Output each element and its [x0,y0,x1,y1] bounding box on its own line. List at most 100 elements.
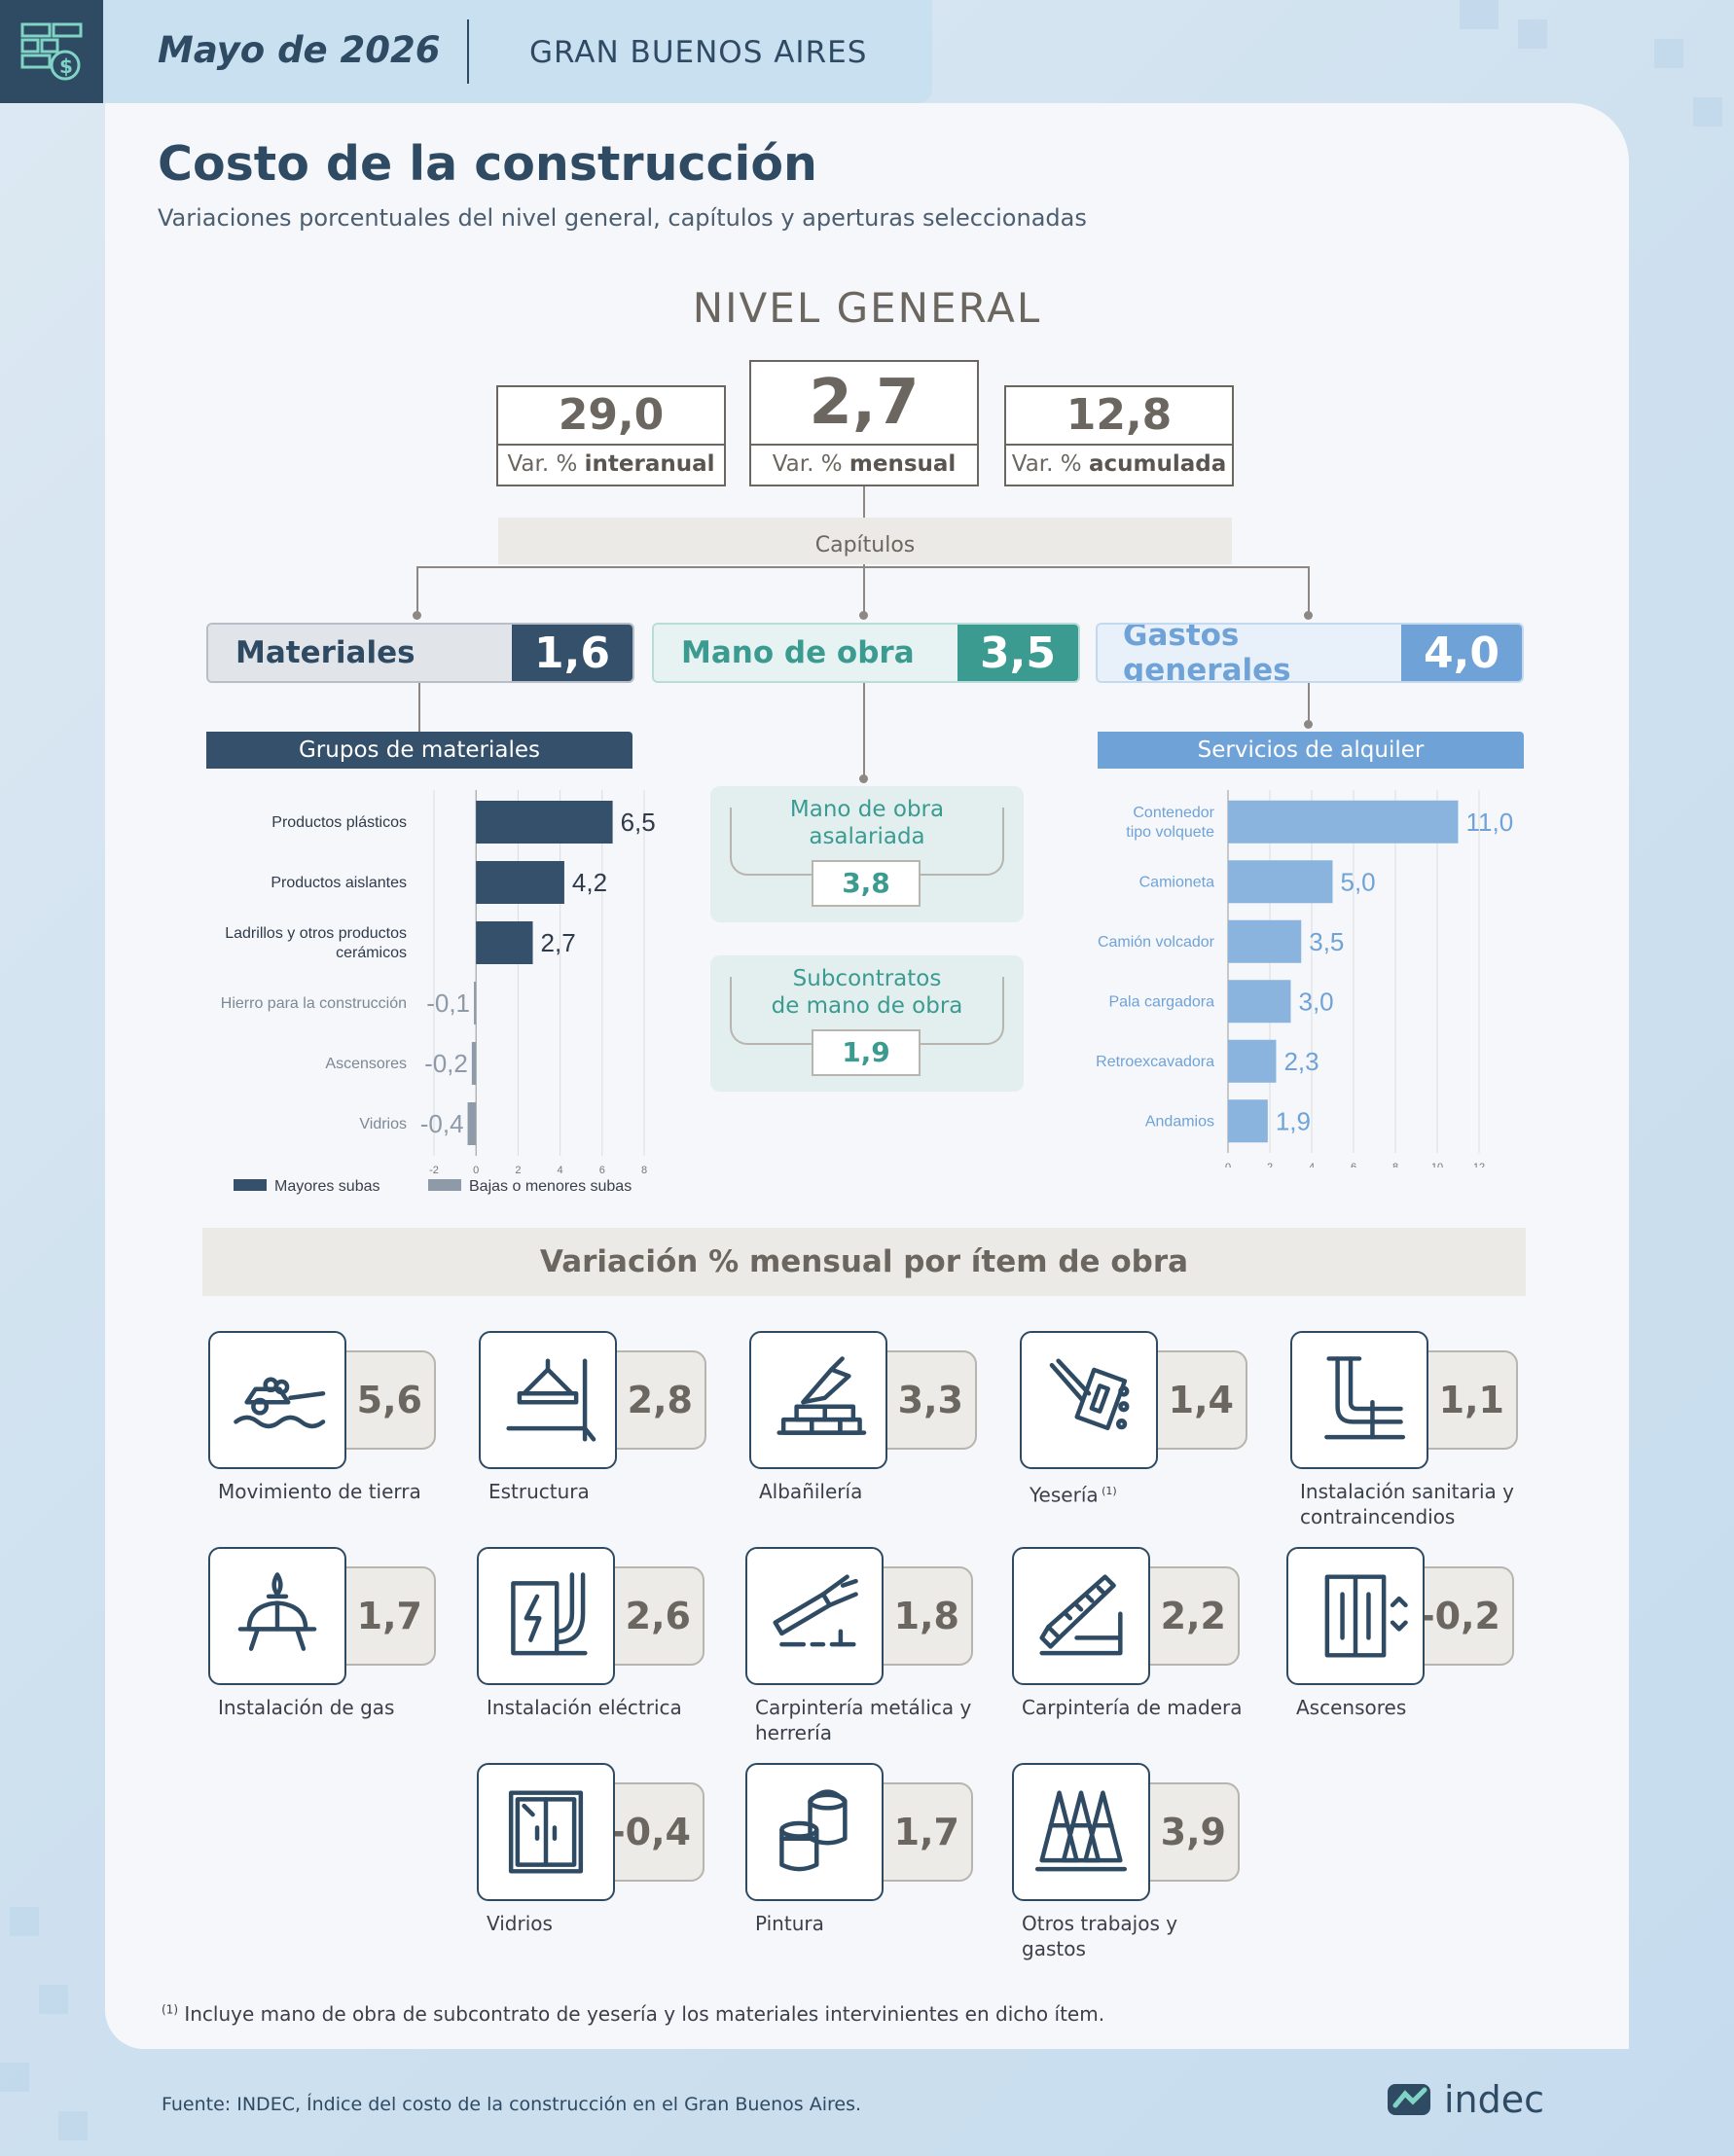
category-label: Ascensores [325,1056,407,1072]
svg-text:$: $ [59,54,73,78]
kpi-label-bold: interanual [584,451,715,477]
item-value: -0,4 [610,1782,704,1882]
earthwork-icon [208,1331,346,1469]
category-label: Hierro para la construcción [221,995,407,1012]
tick-label: 0 [1225,1162,1231,1168]
capitulos-label: Capítulos [498,518,1232,564]
bar [474,982,477,1024]
data-label: -0,2 [424,1049,468,1078]
kpi-label-prefix: Var. % [507,451,585,477]
category-label: Ladrillos y otros productos [225,925,407,942]
connector-line [863,683,865,776]
item-label: Albañilería [759,1480,863,1503]
report-date: Mayo de 2026 [158,29,441,71]
decorative-pixel [10,1907,39,1936]
nivel-general-title: NIVEL GENERAL [692,284,1042,332]
connector-line [416,566,1310,568]
footnote-marker: (1) [1098,1485,1117,1497]
servicios-alquiler-chart: 0 2 4 6 8 10 12 11,0 Contenedor tipo volquete 5,0 C… [1096,790,1514,1168]
chapter-mano-obra-value: 3,5 [957,625,1078,681]
connector-line [863,564,865,615]
item-label: Pintura [755,1912,824,1935]
kpi-acumulada-value: 12,8 [1066,390,1173,440]
kpi-mensual: 2,7 Var. % mensual [749,360,979,486]
chapter-gastos-name: Gastos generales [1098,625,1401,681]
region-label: GRAN BUENOS AIRES [529,35,868,70]
chapter-mano-obra: Mano de obra 3,5 [652,623,1080,683]
window-icon [477,1763,615,1901]
tick-label: 4 [558,1165,563,1176]
header-bar: $ Mayo de 2026 GRAN BUENOS AIRES [0,0,932,103]
gas-icon [208,1547,346,1685]
bar [471,1042,477,1085]
subcontratos-label-2: de mano de obra [771,993,963,1019]
bar [476,801,613,844]
bar [1228,800,1459,844]
item-value: 1,7 [880,1782,973,1882]
kpi-mensual-value: 2,7 [809,367,920,439]
grupos-materiales-chart: -2 0 2 4 6 8 6,5 Productos plásticos 4,2 Producto… [221,790,656,1195]
tick-label: 4 [1309,1162,1315,1168]
indec-logo: indec [1386,2078,1544,2121]
item-value: 1,7 [343,1566,436,1666]
kpi-label-prefix: Var. % [772,451,849,477]
item-value: -0,2 [1420,1566,1514,1666]
data-label: 6,5 [621,808,656,837]
item-label: Instalación eléctrica [487,1696,682,1719]
tick-label: -2 [429,1165,439,1176]
pipes-icon [1290,1331,1428,1469]
bar [1228,1039,1277,1083]
item-label: Movimiento de tierra [218,1480,421,1503]
decorative-pixel [1460,0,1499,29]
kpi-mensual-label: Var. % mensual [751,444,977,485]
legend-label: Mayores subas [274,1178,380,1195]
category-label: Productos plásticos [271,814,407,831]
cones-icon [1012,1763,1150,1901]
chapter-gastos-value: 4,0 [1401,625,1522,681]
tick-label: 2 [1267,1162,1273,1168]
item-value: 5,6 [343,1350,436,1450]
legend-swatch [428,1179,461,1191]
asalariada-label-1: Mano de obra [789,797,945,822]
subcontratos-box: Subcontratos de mano de obra 1,9 [710,955,1024,1092]
item-value: 1,1 [1425,1350,1518,1450]
item-label: Instalación de gas [218,1696,395,1719]
decorative-pixel [58,2111,88,2140]
category-label: Productos aislantes [271,875,407,891]
item-label: Vidrios [487,1912,553,1935]
tick-label: 2 [515,1165,521,1176]
connector-dot [859,774,868,783]
bar [1228,980,1291,1024]
item-label: Carpintería metálica y herrería [755,1696,972,1744]
data-label: 2,7 [541,928,576,957]
data-label: 11,0 [1466,808,1514,837]
item-label: Instalación sanitaria y contraincendios [1300,1480,1514,1528]
kpi-interanual-value: 29,0 [558,390,665,440]
tick-label: 8 [641,1165,647,1176]
connector-line [418,683,420,734]
kpi-acumulada-label: Var. % acumulada [1006,444,1232,485]
tick-label: 0 [473,1165,479,1176]
connector-line [1308,683,1310,724]
connector-dot [413,611,421,620]
connector-dot [1304,611,1313,620]
category-label: Pala cargadora [1108,993,1214,1010]
category-label: Vidrios [359,1116,407,1132]
bar [1228,860,1333,904]
tick-label: 10 [1431,1162,1443,1168]
item-label: Carpintería de madera [1022,1696,1243,1719]
data-label: 2,3 [1283,1047,1319,1076]
source-note: Fuente: INDEC, Índice del costo de la co… [162,2094,862,2115]
kpi-acumulada: 12,8 Var. % acumulada [1004,385,1234,486]
bar [476,861,564,904]
category-label: Camioneta [1139,874,1214,890]
chapter-gastos-generales: Gastos generales 4,0 [1096,623,1524,683]
footnote-marker: (1) [162,2002,178,2017]
kpi-interanual-label: Var. % interanual [498,444,724,485]
plaster-icon [1020,1331,1158,1469]
kpi-interanual: 29,0 Var. % interanual [496,385,726,486]
bar [467,1102,477,1145]
bar [476,921,533,964]
items-section-title: Variación % mensual por ítem de obra [202,1228,1526,1296]
decorative-pixel [0,2063,29,2092]
